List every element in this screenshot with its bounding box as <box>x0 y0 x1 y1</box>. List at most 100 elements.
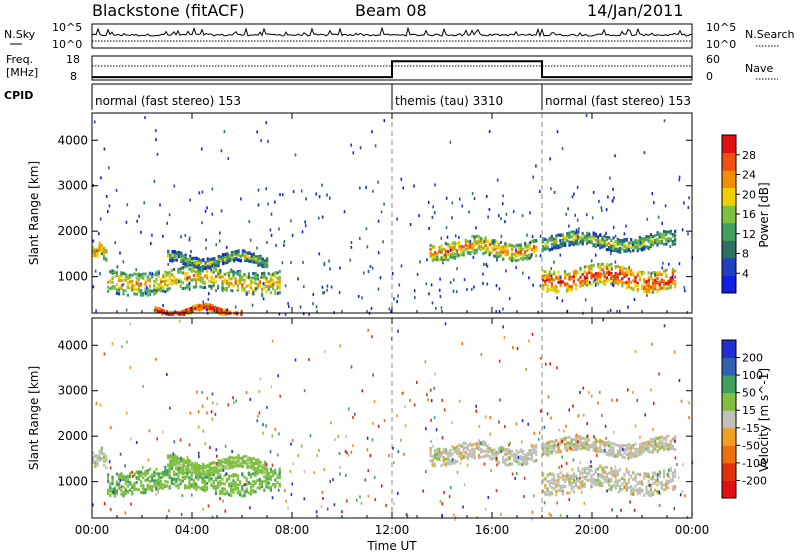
echo-cell <box>616 282 619 286</box>
echo-cell <box>234 473 237 477</box>
echo-cell <box>597 483 600 487</box>
echo-cell <box>272 278 275 282</box>
echo-cell <box>559 244 562 248</box>
echo-cell <box>175 477 178 481</box>
echo-cell <box>203 479 206 483</box>
echo-cell <box>488 455 492 459</box>
echo-cell <box>654 287 657 291</box>
echo-cell <box>588 470 591 473</box>
echo-cell <box>583 444 586 448</box>
echo-cell <box>118 279 121 283</box>
echo-cell <box>194 304 197 308</box>
echo-cell <box>546 447 549 451</box>
echo-cell <box>524 462 527 466</box>
noise-cell <box>496 178 499 182</box>
echo-cell <box>175 455 178 459</box>
echo-cell <box>259 468 262 472</box>
echo-cell <box>495 454 498 458</box>
noise-cell <box>589 280 591 284</box>
echo-cell <box>118 487 121 490</box>
echo-cell <box>105 258 108 262</box>
y-tick-label: 2000 <box>57 224 88 238</box>
echo-cell <box>464 455 467 459</box>
echo-cell <box>250 482 253 486</box>
echo-cell <box>544 443 547 446</box>
echo-cell <box>579 471 582 475</box>
noise-cell <box>377 180 379 184</box>
echo-cell <box>546 287 549 291</box>
echo-cell <box>656 483 659 487</box>
echo-cell <box>278 482 281 486</box>
echo-cell <box>638 247 641 251</box>
echo-cell <box>553 476 556 480</box>
echo-cell <box>255 458 258 462</box>
noise-cell <box>549 157 551 161</box>
echo-cell <box>594 449 597 453</box>
echo-cell <box>634 241 637 245</box>
echo-cell <box>462 245 465 249</box>
noise-cell <box>136 219 138 223</box>
echo-cell <box>193 463 196 467</box>
noise-cell <box>686 310 689 314</box>
echo-cell <box>458 240 461 244</box>
echo-cell <box>572 475 575 479</box>
echo-cell <box>237 464 240 468</box>
echo-cell <box>627 477 630 481</box>
echo-cell <box>129 474 132 478</box>
echo-cell <box>634 478 637 482</box>
echo-cell <box>259 460 262 464</box>
echo-cell <box>583 477 586 481</box>
echo-cell <box>199 285 202 289</box>
echo-cell <box>515 449 518 453</box>
noise-cell <box>646 217 649 221</box>
echo-cell <box>228 284 231 288</box>
echo-cell <box>601 442 604 446</box>
echo-cell <box>614 277 617 281</box>
noise-cell <box>472 255 475 259</box>
echo-cell <box>173 463 176 467</box>
echo-cell <box>619 246 622 250</box>
echo-cell <box>636 448 639 452</box>
echo-cell <box>449 255 452 259</box>
noise-cell <box>497 214 500 218</box>
echo-cell <box>151 275 154 279</box>
noise-cell <box>556 130 559 134</box>
echo-cell <box>577 443 580 447</box>
echo-cell <box>572 472 575 476</box>
echo-cell <box>572 446 575 449</box>
echo-cell <box>667 475 670 478</box>
echo-cell <box>649 483 652 487</box>
echo-cell <box>239 457 242 461</box>
echo-cell <box>581 445 584 449</box>
noise-cell <box>143 201 145 205</box>
echo-cell <box>228 484 231 488</box>
echo-cell <box>148 467 151 471</box>
echo-cell <box>572 272 575 276</box>
echo-cell <box>202 463 205 467</box>
echo-cell <box>115 483 118 487</box>
echo-cell <box>115 489 118 493</box>
noise-cell <box>482 272 484 276</box>
echo-cell <box>203 482 206 485</box>
echo-cell <box>237 459 240 463</box>
echo-cell <box>166 484 169 488</box>
noise-cell <box>329 267 331 271</box>
echo-cell <box>272 273 275 277</box>
echo-cell <box>212 281 215 285</box>
echo-cell <box>92 457 95 461</box>
echo-cell <box>250 259 253 263</box>
echo-cell <box>579 266 582 270</box>
echo-cell <box>577 233 580 237</box>
echo-cell <box>157 288 160 292</box>
echo-cell <box>226 253 229 257</box>
noise-cell <box>444 253 446 257</box>
echo-cell <box>625 249 628 253</box>
echo-cell <box>566 477 569 481</box>
echo-cell <box>202 267 205 271</box>
echo-cell <box>499 247 503 251</box>
echo-cell <box>610 265 613 269</box>
echo-cell <box>658 280 661 284</box>
echo-cell <box>257 257 260 261</box>
echo-cell <box>190 269 193 273</box>
echo-cell <box>250 286 253 290</box>
